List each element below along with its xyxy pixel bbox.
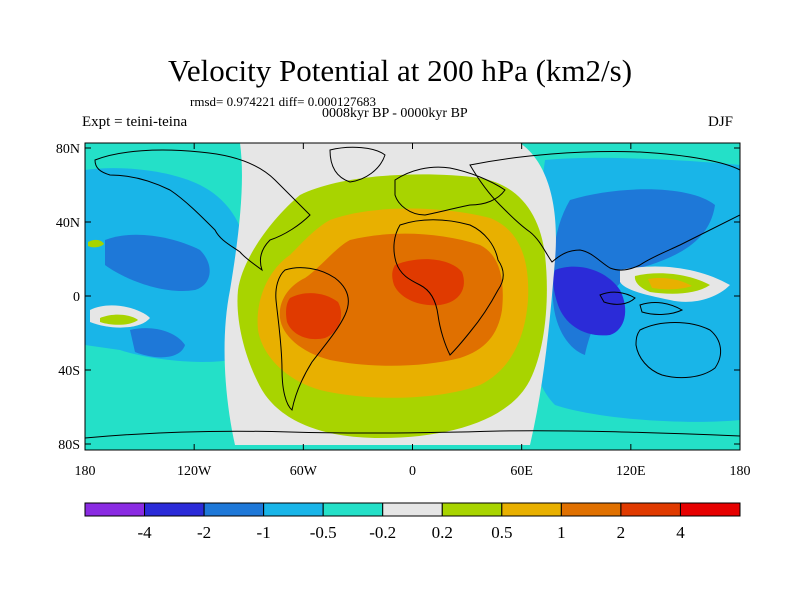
colorbar-swatch [84,502,146,517]
coast-africa [393,219,504,356]
latitude-axis: 80N 40N 0 40S 80S [56,142,740,453]
colorbar-swatch [263,502,324,517]
colorbar-swatch [679,502,741,517]
coast-indonesia [599,291,684,315]
field-africa-max [392,259,464,306]
lat-label: 40S [58,364,80,379]
lon-label: 120E [616,464,646,479]
lat-label: 80S [58,438,80,453]
colorbar-swatch [203,502,265,517]
lat-label: 40N [56,216,80,231]
colorbar-label: -2 [197,523,211,542]
colorbar-label: 0.5 [491,523,512,542]
lon-label: 60W [290,464,318,479]
lon-label: 180 [75,464,96,479]
experiment-label: Expt = teini-teina [82,114,188,130]
stats-line: rmsd= 0.974221 diff= 0.000127683 [190,94,376,109]
field-southamerica-max [286,293,342,340]
coast-antarctica [85,430,740,439]
colorbar-label: 0.2 [432,523,453,542]
colorbar-label: -4 [137,523,152,542]
colorbar-label: 4 [676,523,685,542]
field-pacific-green [100,314,138,325]
colorbar-swatch [382,502,443,517]
longitude-axis: 180 120W 60W 0 60E 120E 180 [75,143,751,479]
field-indonesia-minimum [553,266,626,336]
colorbar-label: -0.5 [310,523,337,542]
contour-field [85,143,740,450]
colorbar-swatch [441,502,503,517]
season-label: DJF [708,114,734,130]
field-pacific-west-mid [105,234,210,291]
field-green-spot [88,239,104,248]
coast-greenland [329,146,386,183]
colorbar-label: 1 [557,523,566,542]
coast-asia [469,151,740,271]
colorbar: -4 -2 -1 -0.5 -0.2 0.2 0.5 1 2 4 [84,502,741,542]
lat-label: 0 [73,290,80,305]
colorbar-swatch [322,502,384,517]
colorbar-swatch [620,502,681,517]
map-title: Velocity Potential at 200 hPa (km2/s) [167,53,633,88]
colorbar-label: -1 [257,523,271,542]
coast-north-america [94,149,311,272]
colorbar-swatch [501,502,562,517]
lon-label: 0 [409,464,416,479]
period-label: 0008kyr BP - 0000kyr BP [322,106,468,121]
colorbar-swatch [560,502,622,517]
lon-label: 180 [730,464,751,479]
colorbar-label: 2 [617,523,626,542]
field-westpac-orange [648,277,692,290]
coastlines [85,146,740,439]
lat-label: 80N [56,142,80,157]
coast-south-america [275,267,349,411]
coast-australia [635,322,722,379]
lon-label: 60E [510,464,533,479]
field-pacific-south-mid [130,328,185,358]
colorbar-label: -0.2 [369,523,396,542]
coast-europe [394,166,506,216]
lon-label: 120W [177,464,212,479]
colorbar-swatch [144,502,205,517]
